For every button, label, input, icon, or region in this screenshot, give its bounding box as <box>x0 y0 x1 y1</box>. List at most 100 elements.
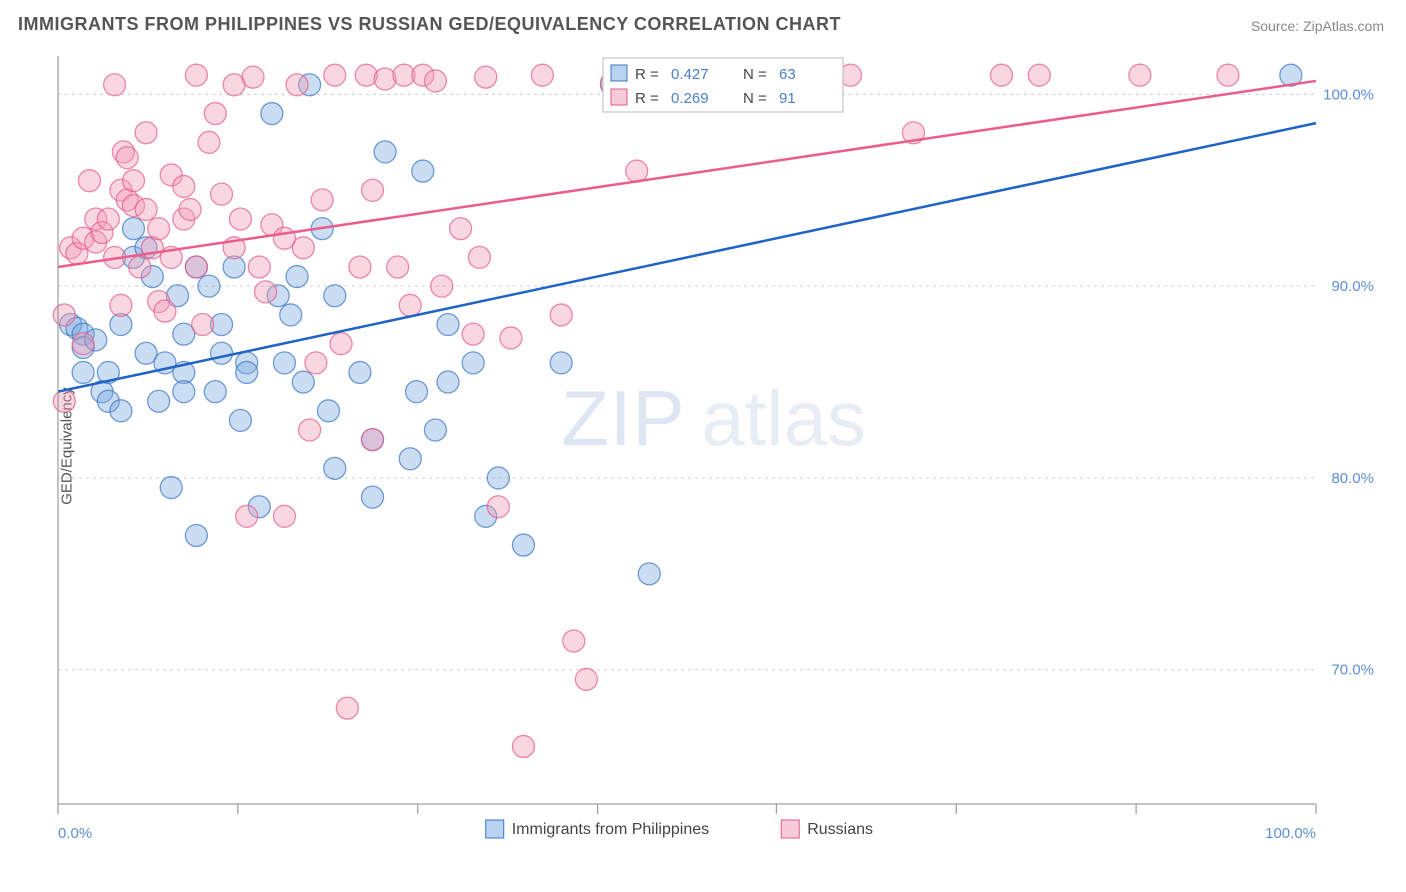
scatter-point-russians <box>110 294 132 316</box>
scatter-point-russians <box>563 630 585 652</box>
scatter-point-russians <box>431 275 453 297</box>
scatter-point-russians <box>575 668 597 690</box>
scatter-point-philippines <box>185 524 207 546</box>
scatter-point-philippines <box>236 361 258 383</box>
scatter-point-russians <box>462 323 484 345</box>
stats-N-label: N = <box>743 90 767 107</box>
scatter-point-philippines <box>406 381 428 403</box>
scatter-point-philippines <box>324 285 346 307</box>
ytick-label: 100.0% <box>1323 86 1374 103</box>
scatter-point-russians <box>135 122 157 144</box>
scatter-point-russians <box>273 505 295 527</box>
scatter-point-russians <box>173 175 195 197</box>
scatter-point-russians <box>991 64 1013 86</box>
scatter-point-russians <box>512 735 534 757</box>
ytick-label: 70.0% <box>1331 662 1374 679</box>
scatter-point-russians <box>399 294 421 316</box>
scatter-point-russians <box>336 697 358 719</box>
scatter-point-russians <box>362 429 384 451</box>
scatter-point-russians <box>362 179 384 201</box>
scatter-point-russians <box>292 237 314 259</box>
scatter-point-philippines <box>173 381 195 403</box>
scatter-point-russians <box>626 160 648 182</box>
legend-label: Russians <box>807 821 873 838</box>
scatter-point-russians <box>198 131 220 153</box>
scatter-point-philippines <box>374 141 396 163</box>
scatter-point-russians <box>299 419 321 441</box>
scatter-point-philippines <box>362 486 384 508</box>
scatter-point-philippines <box>437 371 459 393</box>
stats-R-value: 0.269 <box>671 90 709 107</box>
scatter-point-russians <box>500 327 522 349</box>
scatter-point-philippines <box>261 103 283 125</box>
scatter-point-russians <box>1129 64 1151 86</box>
source-credit: Source: ZipAtlas.com <box>1251 18 1384 34</box>
scatter-point-russians <box>550 304 572 326</box>
scatter-point-philippines <box>292 371 314 393</box>
scatter-point-russians <box>330 333 352 355</box>
source-prefix: Source: <box>1251 18 1303 34</box>
scatter-point-philippines <box>198 275 220 297</box>
scatter-point-philippines <box>110 400 132 422</box>
source-name: ZipAtlas.com <box>1303 18 1384 34</box>
scatter-point-russians <box>242 66 264 88</box>
scatter-point-russians <box>349 256 371 278</box>
page-title: IMMIGRANTS FROM PHILIPPINES VS RUSSIAN G… <box>18 14 841 35</box>
scatter-point-russians <box>185 256 207 278</box>
ytick-label: 90.0% <box>1331 278 1374 295</box>
stats-swatch <box>611 65 627 81</box>
scatter-point-russians <box>53 390 75 412</box>
scatter-point-philippines <box>324 457 346 479</box>
scatter-point-russians <box>424 70 446 92</box>
scatter-point-philippines <box>437 314 459 336</box>
scatter-point-russians <box>104 74 126 96</box>
scatter-point-russians <box>475 66 497 88</box>
scatter-point-russians <box>204 103 226 125</box>
scatter-point-russians <box>1217 64 1239 86</box>
scatter-point-philippines <box>550 352 572 374</box>
scatter-point-philippines <box>273 352 295 374</box>
scatter-point-philippines <box>317 400 339 422</box>
scatter-point-russians <box>450 218 472 240</box>
scatter-point-russians <box>192 314 214 336</box>
scatter-point-russians <box>487 496 509 518</box>
scatter-point-philippines <box>412 160 434 182</box>
scatter-point-philippines <box>349 361 371 383</box>
stats-N-value: 91 <box>779 90 796 107</box>
scatter-point-philippines <box>229 409 251 431</box>
scatter-point-russians <box>148 218 170 240</box>
stats-N-value: 63 <box>779 66 796 83</box>
xtick-label: 0.0% <box>58 825 92 842</box>
scatter-point-philippines <box>399 448 421 470</box>
scatter-point-philippines <box>72 361 94 383</box>
scatter-point-russians <box>135 198 157 220</box>
scatter-point-russians <box>355 64 377 86</box>
scatter-point-russians <box>185 64 207 86</box>
scatter-point-russians <box>324 64 346 86</box>
chart-container: 70.0%80.0%90.0%100.0%ZIPatlas0.0%100.0%R… <box>48 46 1388 836</box>
xtick-label: 100.0% <box>1265 825 1316 842</box>
scatter-point-russians <box>116 147 138 169</box>
scatter-point-philippines <box>280 304 302 326</box>
scatter-point-russians <box>211 183 233 205</box>
scatter-point-russians <box>97 208 119 230</box>
legend-swatch <box>486 820 504 838</box>
scatter-point-philippines <box>160 477 182 499</box>
scatter-point-russians <box>286 74 308 96</box>
scatter-point-russians <box>255 281 277 303</box>
scatter-point-philippines <box>638 563 660 585</box>
scatter-point-russians <box>1028 64 1050 86</box>
scatter-point-russians <box>468 246 490 268</box>
scatter-point-philippines <box>204 381 226 403</box>
stats-R-label: R = <box>635 90 659 107</box>
ytick-label: 80.0% <box>1331 470 1374 487</box>
scatter-point-russians <box>78 170 100 192</box>
scatter-point-russians <box>374 68 396 90</box>
stats-N-label: N = <box>743 66 767 83</box>
scatter-point-russians <box>311 189 333 211</box>
scatter-point-philippines <box>462 352 484 374</box>
scatter-point-russians <box>531 64 553 86</box>
scatter-chart: 70.0%80.0%90.0%100.0%ZIPatlas0.0%100.0%R… <box>48 46 1388 886</box>
scatter-point-philippines <box>148 390 170 412</box>
scatter-point-russians <box>236 505 258 527</box>
